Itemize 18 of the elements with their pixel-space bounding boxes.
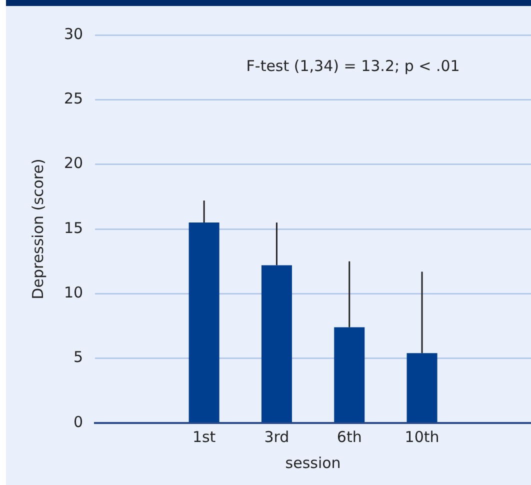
y-tick-label: 15 (64, 218, 84, 237)
bar (261, 265, 292, 422)
x-tick-label: 6th (336, 428, 362, 446)
y-tick-label: 20 (64, 154, 84, 172)
y-tick-label: 0 (74, 412, 84, 431)
y-tick-label: 10 (64, 284, 84, 302)
x-axis-title: session (285, 454, 341, 472)
x-tick-label: 3rd (264, 428, 290, 446)
y-axis-title: Depression (score) (28, 158, 47, 300)
bar (334, 327, 365, 422)
y-tick-label: 5 (74, 348, 84, 366)
annotation: F-test (1,34) = 13.2; p < .01 (246, 56, 460, 75)
bar (188, 222, 220, 422)
x-tick-label: 1st (192, 428, 216, 446)
bar (406, 353, 438, 422)
y-tick-label: 25 (64, 90, 84, 108)
x-tick-label: 10th (404, 428, 440, 446)
y-tick-label: 30 (64, 24, 84, 43)
